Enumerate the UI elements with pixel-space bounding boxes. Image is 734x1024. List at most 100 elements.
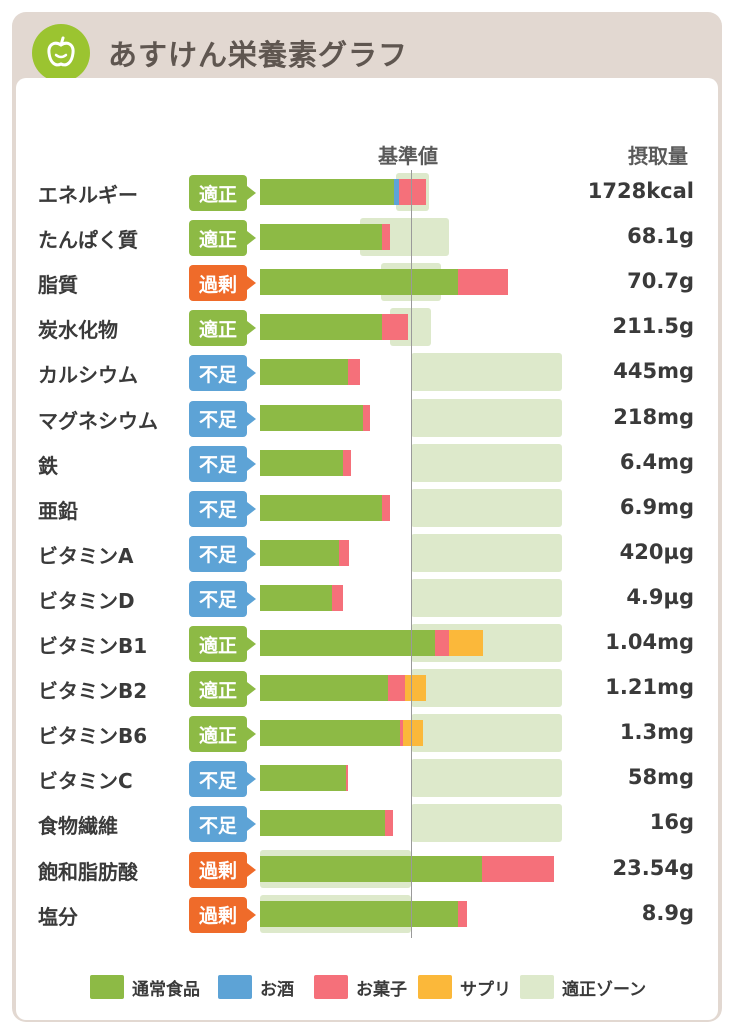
status-badge-label: 不足 — [198, 363, 237, 386]
intake-value: 16g — [649, 810, 694, 835]
nutrient-name: 飽和脂肪酸 — [38, 859, 138, 884]
bar-segment-snack — [332, 584, 344, 611]
status-badge-label: 不足 — [198, 814, 237, 837]
intake-value: 1.3mg — [619, 720, 694, 745]
status-badge: 適正 — [189, 220, 256, 257]
nutrient-row: 亜鉛 不足 6.9mg — [0, 487, 734, 531]
nutrient-row: エネルギー 適正 1728kcal — [0, 171, 734, 215]
nutrient-name: ビタミンB2 — [38, 679, 148, 704]
status-badge: 適正 — [189, 626, 256, 662]
bar-segment-snack — [388, 675, 405, 702]
status-badge-label: 不足 — [198, 769, 237, 792]
legend-swatch — [520, 975, 554, 999]
nutrient-row: 飽和脂肪酸 過剰 23.54g — [0, 848, 734, 892]
bar-segment-snack — [457, 269, 508, 296]
bar-segment-snack — [435, 630, 449, 656]
apple-icon — [32, 24, 90, 82]
intake-bar — [260, 359, 360, 386]
legend-label: 適正ゾーン — [562, 979, 647, 1000]
status-badge-label: 適正 — [198, 318, 237, 341]
nutrient-row: 食物繊維 不足 16g — [0, 802, 734, 846]
status-badge-label: 適正 — [198, 634, 237, 657]
status-badge: 不足 — [189, 355, 256, 392]
intake-bar — [260, 539, 350, 566]
bar-segment-normal — [260, 404, 363, 431]
status-badge: 不足 — [189, 445, 256, 482]
nutrient-row: 塩分 過剰 8.9g — [0, 893, 734, 937]
nutrient-row: たんぱく質 適正 68.1g — [0, 216, 734, 260]
intake-bar — [260, 404, 371, 431]
bar-segment-normal — [260, 179, 395, 205]
bar-segment-normal — [260, 224, 383, 251]
status-badge: 適正 — [189, 716, 256, 753]
nutrient-name: 炭水化物 — [38, 318, 118, 343]
status-badge-label: 不足 — [198, 499, 237, 522]
status-badge: 不足 — [189, 535, 256, 572]
bar-segment-snack — [457, 900, 467, 927]
intake-bar — [260, 630, 484, 656]
bar-segment-normal — [260, 855, 482, 882]
status-badge-label: 過剰 — [198, 273, 237, 296]
adequate-zone — [411, 804, 562, 843]
nutrient-name: 亜鉛 — [38, 498, 78, 523]
page-title: あすけん栄養素グラフ — [108, 38, 409, 72]
bar-segment-snack — [400, 720, 404, 747]
status-badge-label: 適正 — [198, 183, 237, 206]
status-badge: 不足 — [189, 761, 256, 798]
intake-value: 1.21mg — [605, 675, 694, 700]
intake-value: 70.7g — [627, 269, 694, 294]
status-badge: 適正 — [189, 310, 256, 347]
intake-value: 211.5g — [612, 314, 694, 339]
intake-column-label: 摂取量 — [628, 144, 688, 168]
intake-value: 6.9mg — [619, 494, 694, 519]
nutrient-row: 炭水化物 適正 211.5g — [0, 306, 734, 350]
intake-value: 8.9g — [641, 900, 694, 925]
nutrient-name: マグネシウム — [38, 408, 158, 433]
nutrient-row: 脂質 過剰 70.7g — [0, 261, 734, 305]
legend-label: 通常食品 — [132, 979, 200, 1000]
bar-segment-snack — [343, 449, 351, 476]
intake-value: 218mg — [613, 404, 694, 429]
standard-column-label: 基準値 — [378, 144, 438, 168]
legend-item-alcohol: お酒 — [218, 972, 294, 1002]
adequate-zone — [411, 398, 562, 437]
status-badge-label: 適正 — [198, 724, 237, 747]
bar-segment-normal — [260, 359, 348, 386]
nutrient-name: 食物繊維 — [38, 814, 118, 839]
bar-segment-snack — [398, 179, 427, 205]
bar-segment-normal — [260, 720, 401, 747]
bar-segment-normal — [260, 584, 333, 611]
status-badge-label: 過剰 — [198, 860, 237, 882]
status-badge-label: 不足 — [198, 589, 237, 612]
intake-bar — [260, 810, 393, 837]
legend-item-supplement: サプリ — [418, 972, 511, 1002]
intake-bar — [260, 900, 467, 927]
nutrient-row: ビタミンB6 適正 1.3mg — [0, 712, 734, 756]
nutrient-name: たんぱく質 — [38, 228, 138, 253]
bar-segment-snack — [385, 810, 393, 837]
intake-value: 445mg — [613, 359, 694, 384]
intake-value: 1728kcal — [587, 179, 694, 203]
status-badge: 適正 — [189, 175, 256, 211]
bar-segment-snack — [347, 359, 360, 386]
header: あすけん栄養素グラフ — [12, 12, 722, 92]
bar-segment-normal — [260, 494, 383, 521]
status-badge: 過剰 — [189, 896, 256, 933]
adequate-zone — [411, 669, 562, 708]
nutrient-name: ビタミンD — [38, 588, 135, 613]
bar-segment-normal — [260, 675, 389, 702]
intake-bar — [260, 449, 351, 476]
status-badge: 不足 — [189, 580, 256, 617]
status-badge-label: 不足 — [198, 544, 237, 567]
bar-segment-normal — [260, 449, 344, 476]
intake-bar — [260, 765, 348, 792]
nutrient-row: ビタミンB2 適正 1.21mg — [0, 667, 734, 711]
legend-swatch — [314, 975, 348, 999]
bar-segment-snack — [338, 539, 350, 566]
nutrient-row: カルシウム 不足 445mg — [0, 351, 734, 395]
nutrient-name: 塩分 — [38, 904, 78, 929]
nutrient-name: 鉄 — [38, 453, 58, 478]
bar-segment-supplement — [404, 675, 427, 702]
nutrient-name: ビタミンC — [38, 769, 133, 794]
nutrient-row: ビタミンC 不足 58mg — [0, 757, 734, 801]
